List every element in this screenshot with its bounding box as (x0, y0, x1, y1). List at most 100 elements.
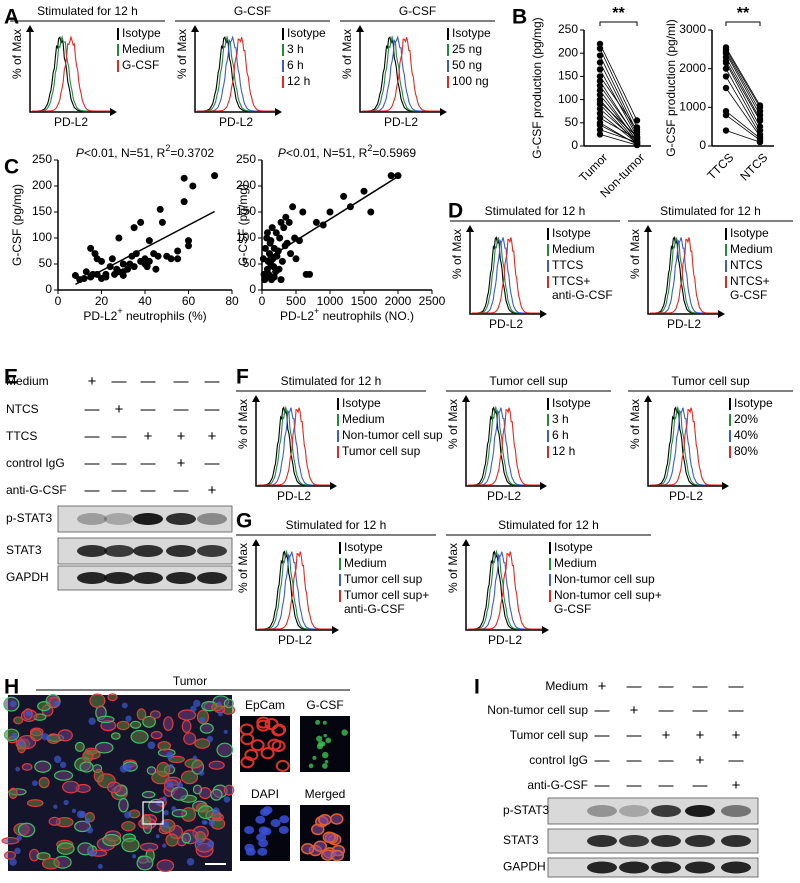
y-axis-label: % of Max (450, 229, 464, 279)
nucleus (257, 847, 268, 856)
cell (41, 857, 60, 870)
legend-label: Medium (552, 242, 595, 256)
legend-label: 12 h (287, 74, 310, 88)
significance: ** (612, 5, 625, 22)
condition-sign: + (662, 727, 671, 744)
y-axis-label: G-CSF production (pg/ml) (664, 19, 678, 156)
legend-label: Medium (344, 556, 387, 570)
blot-band (197, 513, 227, 525)
cell (121, 821, 136, 832)
nucleus (258, 826, 269, 835)
data-point (275, 265, 283, 273)
data-point (756, 117, 764, 125)
condition-sign: + (208, 428, 217, 445)
data-point (137, 218, 145, 226)
condition-label: anti-G-CSF (6, 483, 67, 497)
blot-label: GAPDH (503, 860, 546, 874)
annotation: P<0.01, N=51, R2=0.5969 (278, 143, 416, 160)
cell (1, 836, 20, 845)
nucleus (88, 717, 96, 725)
condition-sign: + (732, 777, 741, 794)
cell (141, 790, 156, 799)
data-point (722, 127, 730, 134)
condition-sign: — (627, 777, 642, 794)
condition-sign: — (659, 702, 674, 719)
condition-label: TTCS (6, 429, 37, 443)
nucleus (162, 796, 167, 801)
nucleus (9, 858, 17, 866)
condition-sign: — (112, 455, 127, 472)
data-point (211, 172, 219, 180)
data-point (102, 270, 110, 278)
condition-sign: — (693, 777, 708, 794)
data-point (115, 268, 123, 276)
condition-sign: — (205, 401, 220, 418)
legend-label: Isotype (552, 396, 591, 410)
cell (181, 832, 192, 844)
cell (53, 770, 74, 781)
x-axis-label: PD-L2 (54, 115, 88, 129)
cell (184, 758, 203, 769)
plot-title: Tumor cell sup (671, 374, 750, 388)
data-point (167, 255, 175, 263)
cell (223, 784, 235, 796)
condition-sign: — (729, 702, 744, 719)
x-tick-label: TTCS (704, 150, 736, 182)
blot-label: STAT3 (6, 543, 42, 557)
nucleus (15, 766, 21, 772)
y-axis-label: % of Max (236, 399, 250, 449)
blot-band (685, 805, 715, 817)
nucleus (206, 735, 214, 743)
data-point (287, 250, 295, 258)
plot-title: Stimulated for 12 h (660, 204, 761, 218)
x-tick-label: 0 (259, 294, 266, 308)
y-tick-label: 150 (32, 204, 52, 218)
condition-sign: — (112, 373, 127, 390)
blot-band (619, 835, 649, 847)
nucleus (124, 763, 132, 772)
nucleus (208, 819, 216, 827)
data-point (152, 265, 160, 273)
pair-line (725, 68, 761, 131)
pair-line (599, 94, 638, 141)
data-point (596, 121, 604, 129)
y-axis-label: % of Max (236, 543, 250, 593)
y-tick-label: 0 (571, 138, 578, 152)
data-point (596, 131, 604, 138)
blot-band (133, 513, 163, 525)
cell (240, 756, 255, 769)
data-point (158, 218, 166, 226)
data-point (596, 82, 604, 89)
condition-label: NTCS (6, 402, 39, 416)
data-point (289, 203, 297, 211)
blot-band (721, 861, 751, 874)
cell (223, 698, 234, 709)
significance-bracket (725, 21, 761, 26)
blot-band (619, 805, 649, 817)
granule (322, 720, 327, 725)
cell (250, 739, 265, 752)
legend-label: Isotype (287, 26, 326, 40)
data-point (98, 257, 105, 265)
plot-title: Stimulated for 12 h (286, 518, 387, 532)
x-axis-label: PD-L2 (277, 489, 311, 503)
condition-sign: — (85, 401, 100, 418)
granule (316, 735, 323, 742)
blot-band (685, 835, 715, 847)
data-point (278, 257, 286, 265)
data-point (280, 224, 288, 232)
data-point (633, 141, 641, 149)
nucleus (161, 820, 170, 828)
legend-label: Medium (554, 556, 597, 570)
data-point (189, 182, 197, 190)
cell (21, 763, 33, 771)
cell (208, 760, 225, 770)
cell (93, 768, 104, 783)
cell (116, 720, 130, 731)
x-axis-label: PD-L2+ neutrophils (NO.) (280, 306, 414, 323)
granule (323, 733, 327, 738)
significance: ** (737, 5, 750, 22)
cell (150, 730, 163, 740)
nucleus (16, 835, 22, 841)
axis (194, 28, 279, 113)
